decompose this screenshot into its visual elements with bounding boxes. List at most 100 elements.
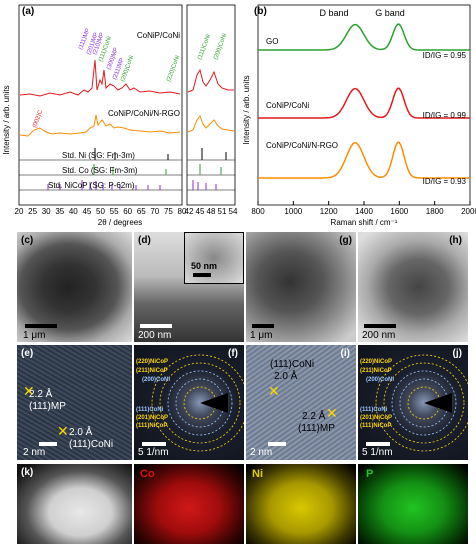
hrtem-e-d1: 2.2 Å bbox=[29, 389, 53, 400]
tem-d-inset-scale: 50 nm bbox=[191, 261, 218, 271]
raman-xtick-1: 1000 bbox=[284, 207, 302, 216]
hrtem-image-i: (i) 2.0 Å (111)CoNi 2.2 Å (111)MP ✕ ✕ 2 … bbox=[246, 345, 356, 460]
tem-image-h: (h) 200 nm bbox=[358, 232, 468, 342]
panel-b-raman: (b) Intensity / arb. units D band G band… bbox=[240, 0, 476, 228]
hrtem-i-label: (i) bbox=[340, 348, 350, 359]
peak-label-zoom-111coni: (111)CoNi bbox=[197, 34, 212, 61]
saed-j-ring-2: (200)CoNi bbox=[366, 377, 395, 383]
peak-label-220coni: (220)CoNi bbox=[166, 55, 181, 83]
ref-label-co: Std. Co (SG: Fm-3m) bbox=[62, 166, 138, 175]
ref-sticks-nicop bbox=[47, 180, 217, 190]
svg-text:48: 48 bbox=[207, 207, 216, 216]
raman-ratio-conip-coni: ID/IG = 0.99 bbox=[423, 111, 467, 120]
svg-text:30: 30 bbox=[42, 207, 51, 216]
raman-xlabel: Raman shift / cm⁻¹ bbox=[331, 218, 398, 227]
panel-b-label: (b) bbox=[254, 6, 267, 17]
svg-text:35: 35 bbox=[55, 207, 64, 216]
eds-p-label: P bbox=[366, 468, 374, 480]
saed-pattern-j: (j) (220)NiCoP (211)NiCoP (200)CoNi (111… bbox=[358, 345, 468, 460]
saed-j-label: (j) bbox=[452, 348, 462, 359]
ref-label-ni: Std. Ni (SG: Fm-3m) bbox=[62, 151, 135, 160]
saed-f-ring-2: (200)CoNi bbox=[142, 377, 171, 383]
xrd-xticks-right: 42 45 48 51 54 bbox=[185, 207, 238, 216]
svg-text:25: 25 bbox=[28, 207, 37, 216]
eds-ni-label: Ni bbox=[252, 468, 263, 480]
raman-series-label-go: GO bbox=[266, 37, 278, 46]
peak-label-002c: (002)C bbox=[32, 109, 44, 129]
svg-text:50: 50 bbox=[96, 207, 105, 216]
svg-text:54: 54 bbox=[229, 207, 238, 216]
saed-f-label: (f) bbox=[228, 348, 238, 359]
saed-f-ring-4: (201)NiCoP bbox=[136, 415, 169, 421]
ref-sticks-ni bbox=[94, 148, 227, 160]
tem-d-label: (d) bbox=[138, 235, 151, 246]
hrtem-image-e: (e) 2.2 Å (111)MP 2.0 Å (111)CoNi ✕ ✕ 2 … bbox=[17, 345, 132, 460]
peak-label-zoom-200coni: (200)CoNi bbox=[213, 33, 228, 61]
saed-j-ring-0: (220)NiCoP bbox=[360, 359, 393, 365]
xrd-trace-conip-coni bbox=[19, 59, 181, 97]
svg-text:40: 40 bbox=[69, 207, 78, 216]
raman-xtick-5: 1800 bbox=[426, 207, 444, 216]
svg-text:65: 65 bbox=[137, 207, 146, 216]
svg-text:55: 55 bbox=[110, 207, 119, 216]
svg-text:75: 75 bbox=[164, 207, 173, 216]
eds-map-p: P bbox=[358, 464, 468, 544]
ref-sticks-co bbox=[93, 164, 222, 175]
xrd-xlabel: 2θ / degrees bbox=[98, 218, 142, 227]
eds-co-label: Co bbox=[140, 468, 155, 480]
tem-g-label: (g) bbox=[339, 235, 352, 246]
saed-j-ring-5: (111)NiCoP bbox=[360, 423, 392, 429]
svg-text:45: 45 bbox=[196, 207, 205, 216]
hrtem-e-d1-plane: (111)MP bbox=[29, 401, 66, 412]
saed-j-ring-1: (211)NiCoP bbox=[360, 368, 392, 374]
hrtem-i-d1: 2.0 Å bbox=[274, 371, 298, 382]
raman-line-2 bbox=[258, 141, 470, 179]
svg-text:42: 42 bbox=[185, 207, 194, 216]
raman-ylabel: Intensity / arb. units bbox=[242, 75, 251, 144]
hrtem-e-d2-plane: (111)CoNi bbox=[69, 439, 114, 450]
saed-j-scale: 5 1/nm bbox=[362, 447, 393, 458]
xrd-trace-conip-coni-nrgo bbox=[19, 114, 181, 137]
saed-f-scale: 5 1/nm bbox=[138, 447, 169, 458]
raman-series-label-conip-coni: CoNiP/CoNi bbox=[266, 101, 309, 110]
panel-a-label: (a) bbox=[22, 6, 34, 17]
hrtem-i-d2: 2.2 Å bbox=[302, 411, 326, 422]
hrtem-e-d2: 2.0 Å bbox=[69, 427, 93, 438]
tem-image-d: (d) 50 nm 200 nm bbox=[134, 232, 244, 342]
svg-text:20: 20 bbox=[15, 207, 24, 216]
hrtem-i-d1-plane: (111)CoNi bbox=[270, 359, 315, 370]
saed-f-ring-1: (211)NiCoP bbox=[136, 368, 168, 374]
raman-xtick-3: 1400 bbox=[355, 207, 373, 216]
saed-f-ring-5: (111)NiCoP bbox=[136, 423, 168, 429]
svg-text:60: 60 bbox=[123, 207, 132, 216]
raman-band-label-g: G band bbox=[375, 8, 405, 18]
sem-image-k: (k) bbox=[17, 464, 132, 544]
ref-label-nicop: Std. NiCoP (SG: P-62m) bbox=[48, 181, 135, 190]
raman-ratio-go: ID/IG = 0.95 bbox=[423, 51, 467, 60]
tem-g-scale: 1 μm bbox=[250, 330, 273, 341]
svg-text:45: 45 bbox=[82, 207, 91, 216]
eds-map-co: Co bbox=[134, 464, 244, 544]
xrd-ylabel: Intensity / arb. units bbox=[2, 85, 11, 154]
hrtem-i-scale: 2 nm bbox=[250, 447, 273, 458]
panel-a-xrd: (a) Intensity / arb. units CoNiP/CoNi Co… bbox=[0, 0, 240, 228]
raman-xtick-0: 800 bbox=[251, 207, 265, 216]
trace-label-conip-coni: CoNiP/CoNi bbox=[137, 31, 180, 40]
trace-label-conip-coni-nrgo: CoNiP/CoNi/N-RGO bbox=[108, 109, 180, 118]
eds-map-ni: Ni bbox=[246, 464, 356, 544]
saed-f-ring-3: (111)CoNi bbox=[136, 407, 164, 413]
xrd-plot: (a) Intensity / arb. units CoNiP/CoNi Co… bbox=[2, 4, 238, 227]
raman-xtick-4: 1600 bbox=[390, 207, 408, 216]
saed-j-ring-3: (111)CoNi bbox=[360, 407, 388, 413]
raman-ratio-conip-coni-nrgo: ID/IG = 0.93 bbox=[423, 177, 467, 186]
raman-xtick-2: 1200 bbox=[320, 207, 338, 216]
tem-h-scale: 200 nm bbox=[362, 330, 396, 341]
raman-line-1 bbox=[258, 87, 470, 119]
svg-text:51: 51 bbox=[218, 207, 227, 216]
raman-band-label-d: D band bbox=[319, 8, 348, 18]
raman-xtick-6: 2000 bbox=[461, 207, 476, 216]
raman-line-0 bbox=[258, 23, 470, 51]
tem-c-label: (c) bbox=[21, 235, 34, 246]
hrtem-i-d2-plane: (111)MP bbox=[298, 423, 335, 434]
svg-text:70: 70 bbox=[150, 207, 159, 216]
